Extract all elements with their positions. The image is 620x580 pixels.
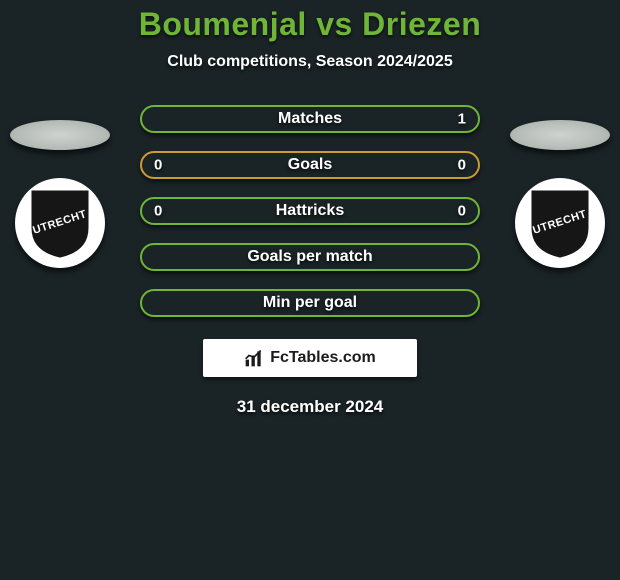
player-left-avatar: [10, 120, 110, 150]
stat-row: Min per goal: [140, 289, 480, 317]
bar-chart-icon: [244, 348, 264, 368]
player-left-column: UTRECHT: [10, 120, 110, 268]
stat-row: 0 Goals 0: [140, 151, 480, 179]
stat-left-value: 0: [154, 203, 162, 220]
subtitle: Club competitions, Season 2024/2025: [0, 53, 620, 71]
stat-row: Goals per match: [140, 243, 480, 271]
stat-left-value: 0: [154, 157, 162, 174]
stat-label: Matches: [278, 110, 342, 128]
date-line: 31 december 2024: [0, 397, 620, 417]
stat-right-value: 0: [458, 203, 466, 220]
stat-row: 0 Hattricks 0: [140, 197, 480, 225]
stat-right-value: 1: [458, 111, 466, 128]
player-right-club-badge: UTRECHT: [515, 178, 605, 268]
watermark: FcTables.com: [203, 339, 417, 377]
player-right-column: UTRECHT: [510, 120, 610, 268]
stat-label: Hattricks: [276, 202, 344, 220]
stat-label: Goals: [288, 156, 332, 174]
stat-right-value: 0: [458, 157, 466, 174]
watermark-text: FcTables.com: [270, 349, 376, 367]
player-left-club-badge: UTRECHT: [15, 178, 105, 268]
stat-label: Min per goal: [263, 294, 357, 312]
stat-row: Matches 1: [140, 105, 480, 133]
stat-label: Goals per match: [247, 248, 372, 266]
player-right-avatar: [510, 120, 610, 150]
page-title: Boumenjal vs Driezen: [0, 6, 620, 43]
